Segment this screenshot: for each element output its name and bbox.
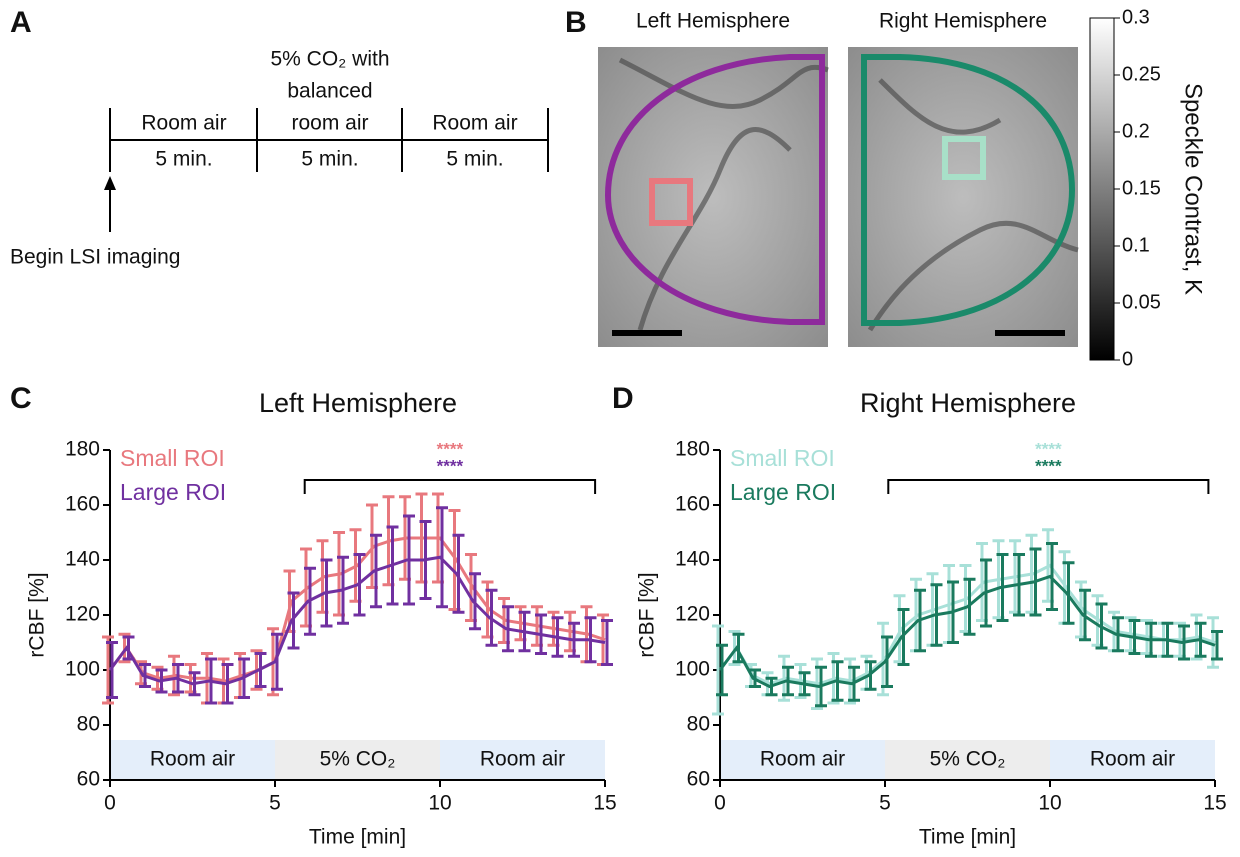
- chart-title: Right Hemisphere: [860, 388, 1076, 418]
- significance-stars: ****: [437, 456, 464, 475]
- colorbar-tick-label: 0.3: [1122, 6, 1150, 28]
- x-tick-label: 10: [1038, 792, 1061, 815]
- image-title: Right Hemisphere: [879, 10, 1047, 33]
- legend-entry: Small ROI: [120, 445, 225, 471]
- significance-stars: ****: [1035, 456, 1062, 475]
- phase-label: Room air: [1090, 748, 1175, 771]
- colorbar-tick-label: 0.25: [1122, 63, 1161, 85]
- colorbar-tick-label: 0.05: [1122, 291, 1161, 313]
- x-tick-label: 5: [269, 792, 281, 815]
- y-tick-label: 180: [675, 438, 710, 461]
- phase-label: 5% CO₂: [320, 748, 396, 771]
- x-tick-label: 15: [1203, 792, 1226, 815]
- y-tick-label: 80: [77, 713, 100, 736]
- figure: A B C D Begin LSI imaging Left Hemispher…: [0, 0, 1240, 857]
- series-line: [110, 538, 605, 681]
- y-axis-label: rCBF [%]: [636, 572, 659, 657]
- y-tick-label: 80: [687, 713, 710, 736]
- x-axis-label: Time [min]: [309, 826, 406, 849]
- segment-label: room air: [291, 112, 368, 135]
- colorbar-tick-label: 0.2: [1122, 120, 1150, 142]
- brain-image: [598, 47, 828, 347]
- segment-duration: 5 min.: [301, 148, 358, 171]
- x-tick-label: 15: [593, 792, 616, 815]
- image-title: Left Hemisphere: [636, 10, 790, 33]
- series-line: [720, 566, 1215, 684]
- segment-label: balanced: [287, 80, 372, 103]
- y-tick-label: 160: [675, 493, 710, 516]
- panel-letter: A: [10, 6, 32, 39]
- y-tick-label: 100: [675, 658, 710, 681]
- x-tick-label: 5: [879, 792, 891, 815]
- colorbar-label: Speckle Contrast, K: [1180, 83, 1207, 295]
- phase-label: Room air: [150, 748, 235, 771]
- x-tick-label: 10: [428, 792, 451, 815]
- y-tick-label: 140: [65, 548, 100, 571]
- y-axis-label: rCBF [%]: [26, 572, 49, 657]
- y-tick-label: 100: [65, 658, 100, 681]
- significance-bracket: [305, 480, 595, 494]
- arrow-head: [104, 176, 116, 190]
- colorbar: [1090, 18, 1114, 360]
- chart-title: Left Hemisphere: [259, 388, 457, 418]
- x-axis-label: Time [min]: [919, 826, 1016, 849]
- colorbar-tick-label: 0: [1122, 348, 1133, 370]
- segment-label: 5% CO₂ with: [270, 48, 389, 71]
- y-tick-label: 120: [65, 603, 100, 626]
- colorbar-tick-label: 0.15: [1122, 177, 1161, 199]
- segment-label: Room air: [432, 112, 517, 135]
- segment-duration: 5 min.: [155, 148, 212, 171]
- panel-letter: B: [565, 6, 587, 39]
- x-tick-label: 0: [714, 792, 726, 815]
- panel-letter: C: [10, 382, 32, 415]
- segment-label: Room air: [141, 112, 226, 135]
- legend-entry: Large ROI: [120, 479, 226, 505]
- legend-entry: Small ROI: [730, 445, 835, 471]
- series-line: [110, 557, 605, 684]
- start-label: Begin LSI imaging: [10, 246, 180, 269]
- x-tick-label: 0: [104, 792, 116, 815]
- significance-bracket: [888, 480, 1208, 494]
- y-tick-label: 140: [675, 548, 710, 571]
- phase-label: Room air: [480, 748, 565, 771]
- brain-image: [848, 47, 1078, 347]
- y-tick-label: 160: [65, 493, 100, 516]
- y-tick-label: 120: [675, 603, 710, 626]
- colorbar-tick-label: 0.1: [1122, 234, 1150, 256]
- legend-entry: Large ROI: [730, 479, 836, 505]
- y-tick-label: 180: [65, 438, 100, 461]
- phase-label: Room air: [760, 748, 845, 771]
- segment-duration: 5 min.: [446, 148, 503, 171]
- panel-letter: D: [612, 382, 634, 415]
- y-tick-label: 60: [687, 768, 710, 791]
- y-tick-label: 60: [77, 768, 100, 791]
- phase-label: 5% CO₂: [930, 748, 1006, 771]
